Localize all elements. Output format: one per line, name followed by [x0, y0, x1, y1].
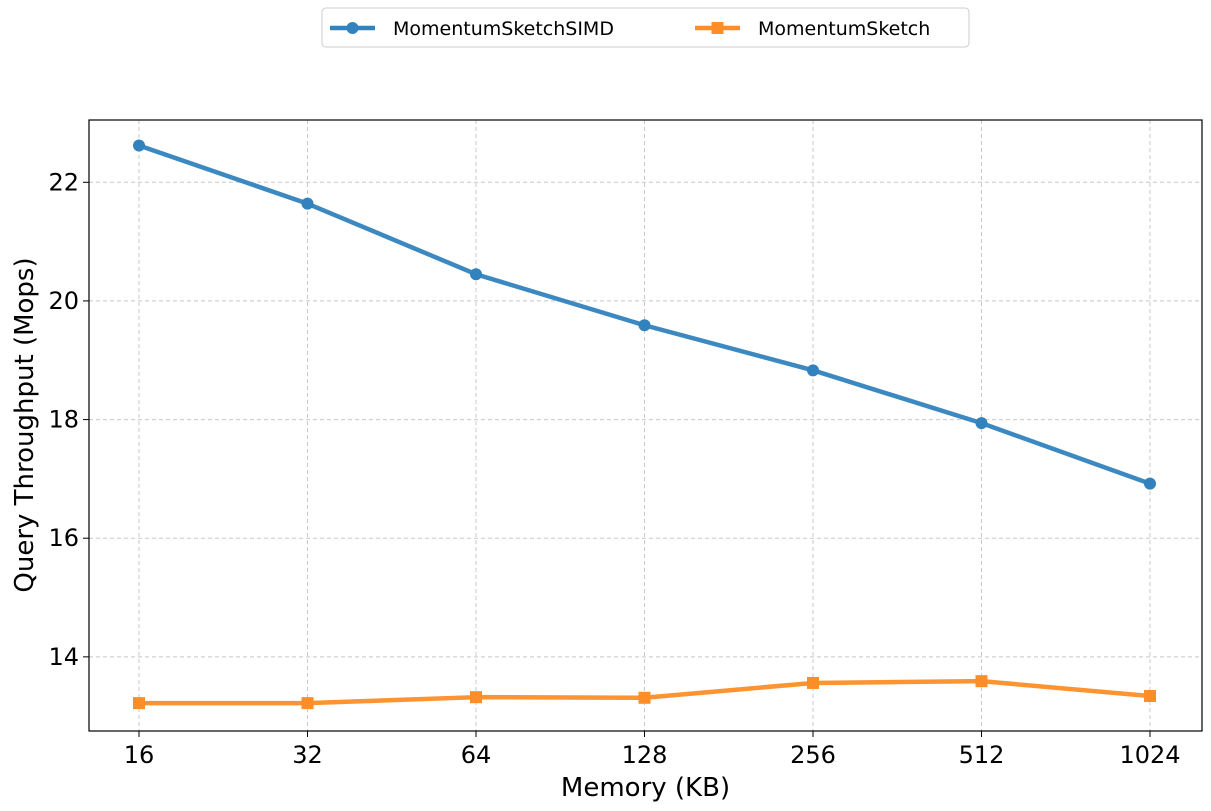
- legend: MomentumSketchSIMD MomentumSketch: [321, 7, 970, 48]
- x-axis-label: Memory (KB): [561, 773, 730, 803]
- y-axis-label: Query Throughput (Mops): [10, 257, 40, 592]
- data-point-momentumsketchsimd: [638, 319, 651, 332]
- x-tick-label: 32: [292, 741, 323, 769]
- series-momentumsketch: [133, 675, 1156, 710]
- y-tick-label: 14: [48, 643, 79, 671]
- data-point-momentumsketch: [133, 697, 145, 710]
- data-point-momentumsketchsimd: [133, 139, 145, 152]
- data-point-momentumsketchsimd: [470, 268, 482, 281]
- data-point-momentumsketchsimd: [1144, 477, 1156, 490]
- plot-area-frame: [88, 119, 1203, 732]
- x-tick-label: 512: [959, 741, 1005, 769]
- x-tick-label: 64: [461, 741, 492, 769]
- data-point-momentumsketch: [975, 675, 988, 688]
- y-tick-label: 18: [48, 406, 79, 434]
- series-lines: [133, 139, 1156, 710]
- x-tick-label: 128: [622, 741, 668, 769]
- y-tick-label: 22: [48, 168, 79, 196]
- legend-item-momentumsketch: MomentumSketch: [695, 18, 930, 40]
- series-momentumsketchsimd: [133, 139, 1156, 490]
- data-point-momentumsketch: [301, 697, 314, 710]
- data-point-momentumsketch: [638, 691, 651, 704]
- legend-swatch-marker: [346, 22, 359, 34]
- legend-item-momentumsketchsimd: MomentumSketchSIMD: [330, 18, 614, 40]
- y-tick-label: 20: [48, 287, 79, 315]
- data-point-momentumsketchsimd: [807, 364, 819, 377]
- grid-lines: [89, 120, 1202, 731]
- data-point-momentumsketchsimd: [975, 417, 988, 430]
- x-tick-label: 1024: [1119, 741, 1180, 769]
- legend-label: MomentumSketchSIMD: [393, 18, 614, 40]
- x-tick-label: 256: [790, 741, 836, 769]
- x-tick-label: 16: [124, 741, 155, 769]
- y-tick-label: 16: [48, 524, 79, 552]
- y-axis-ticks: 14 16 18 20 22: [48, 168, 89, 671]
- legend-frame: [321, 7, 970, 48]
- data-point-momentumsketch: [470, 691, 482, 704]
- data-point-momentumsketch: [1144, 690, 1156, 703]
- data-point-momentumsketch: [807, 676, 819, 689]
- legend-label: MomentumSketch: [758, 18, 930, 40]
- series-line-momentumsketchsimd: [136, 143, 1153, 486]
- legend-swatch-marker: [711, 22, 724, 34]
- x-axis-ticks: 16 32 64 128 256 512 1024: [124, 731, 1181, 769]
- data-point-momentumsketchsimd: [301, 197, 314, 210]
